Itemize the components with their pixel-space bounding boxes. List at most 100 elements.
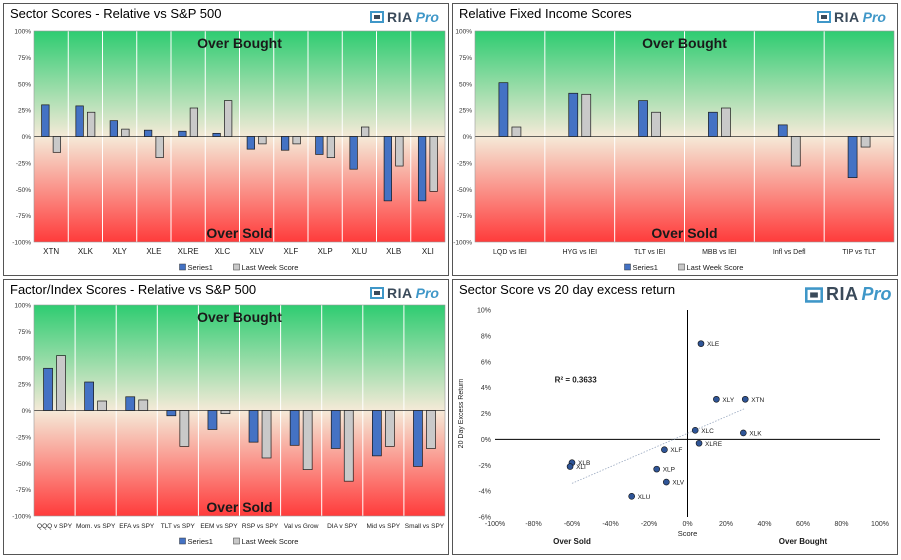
y-tick-label: 25%	[18, 108, 31, 115]
category-label: XLP	[318, 247, 333, 256]
last-week-bar	[220, 410, 231, 415]
series1-bar	[125, 396, 136, 411]
logo-pro-text: Pro	[861, 284, 892, 304]
fixed-income-panel: Relative Fixed Income Scores RIA Pro 100%…	[452, 3, 898, 276]
logo-ria-text: RIA	[826, 284, 859, 304]
last-week-bar	[138, 399, 149, 411]
series1-bar	[383, 136, 392, 202]
y-tick-label: 25%	[18, 382, 31, 389]
logo-pro-text: Pro	[415, 9, 439, 25]
series1-bar	[212, 132, 221, 137]
fixed-income-title: Relative Fixed Income Scores	[459, 6, 632, 21]
y-tick-label: 75%	[18, 329, 31, 336]
last-week-bar	[52, 136, 62, 153]
over-bought-label: Over Bought	[779, 537, 828, 546]
ria-logo-icon	[817, 11, 831, 23]
x-tick-label: -40%	[602, 521, 618, 528]
series1-bar	[372, 410, 382, 457]
y-tick-label: 0%	[22, 408, 32, 415]
series1-bar	[498, 82, 509, 137]
point-label: XLE	[707, 341, 720, 348]
plot-frame	[33, 304, 446, 517]
ria-pro-logo: RIA Pro	[370, 9, 439, 25]
sector-scores-chart: 100% 75% 50% 25% 0% -25% -50% -75% -100% Over Bou…	[12, 29, 446, 272]
over-sold-label: Over Sold	[553, 537, 591, 546]
y-tick-label: 0%	[481, 437, 491, 444]
category-label: MBB vs IEI	[702, 249, 737, 256]
category-label: TLT vs IEI	[634, 249, 665, 256]
y-tick-label: 50%	[18, 81, 31, 88]
category-label: XLY	[112, 247, 127, 256]
scatter-point	[740, 429, 747, 437]
scatter-point	[653, 465, 660, 473]
ria-logo-icon	[370, 11, 384, 23]
y-tick-label: -100%	[453, 240, 472, 247]
point-label: XLY	[722, 397, 734, 404]
series1-bar	[280, 136, 290, 151]
y-tick-label: -50%	[16, 187, 31, 194]
sector-scores-title: Sector Scores - Relative vs S&P 500	[10, 6, 222, 21]
scatter-point	[741, 395, 749, 403]
category-label: Infl vs Defl	[773, 249, 806, 256]
ria-pro-logo: RIA Pro	[370, 285, 439, 301]
last-week-bar	[326, 136, 336, 158]
y-tick-label: 4%	[481, 385, 491, 392]
oversold-label: Over Sold	[206, 499, 272, 515]
point-label: XLP	[663, 467, 675, 474]
series1-bar	[417, 136, 427, 202]
point-label: XLK	[749, 430, 762, 437]
legend-series1-label: Series1	[188, 537, 213, 546]
ria-logo-icon	[805, 286, 823, 303]
y-tick-label: -50%	[457, 187, 472, 194]
series1-bar	[75, 105, 84, 137]
y-axis-title: 20 Day Excess Return	[458, 379, 465, 449]
y-tick-label: -25%	[16, 434, 31, 441]
y-tick-label: -75%	[457, 213, 472, 220]
logo-ria-text: RIA	[387, 9, 413, 25]
y-tick-label: -100%	[12, 240, 31, 247]
overbought-label: Over Bought	[642, 35, 727, 51]
x-tick-label: 40%	[757, 521, 771, 528]
last-week-bar	[179, 410, 190, 447]
series1-bar	[708, 111, 718, 137]
last-week-bar	[395, 136, 404, 167]
category-label: XLK	[78, 247, 94, 256]
series1-bar	[207, 410, 218, 430]
ria-pro-logo: RIA Pro	[817, 9, 886, 25]
category-label: XLRE	[178, 247, 199, 256]
category-label: LQD vs IEI	[493, 249, 527, 256]
category-label: Small vs SPY	[405, 523, 445, 530]
scatter-point	[697, 340, 705, 347]
y-tick-label: -75%	[16, 213, 31, 220]
x-tick-label: -60%	[564, 521, 580, 528]
last-week-bar	[224, 100, 233, 137]
series1-bar	[248, 410, 259, 443]
legend-series1-label: Series1	[188, 263, 213, 272]
last-week-bar	[790, 136, 801, 167]
y-tick-label: -25%	[457, 160, 472, 167]
series1-bar	[43, 367, 53, 411]
last-week-bar	[385, 410, 395, 447]
last-week-bar	[581, 93, 592, 137]
x-tick-label: -100%	[485, 521, 505, 528]
y-tick-label: 8%	[481, 333, 491, 340]
last-week-bar	[87, 111, 96, 137]
point-label: XLI	[576, 464, 586, 471]
series1-bar	[41, 104, 50, 137]
y-tick-label: 10%	[477, 308, 491, 315]
y-tick-label: -2%	[479, 463, 491, 470]
r-squared-label: R² = 0.3633	[555, 375, 598, 384]
sector-scatter-title: Sector Score vs 20 day excess return	[459, 282, 676, 297]
category-label: XLU	[352, 247, 368, 256]
series1-bar	[178, 130, 187, 137]
ria-logo-icon	[370, 287, 384, 299]
scatter-point	[628, 493, 635, 500]
category-label: XLI	[422, 247, 434, 256]
y-tick-label: -100%	[12, 514, 31, 521]
plot-frame	[474, 30, 895, 243]
category-label: XLF	[284, 247, 299, 256]
category-label: EEM vs SPY	[200, 523, 238, 530]
x-tick-label: 60%	[796, 521, 810, 528]
series1-bar	[246, 136, 255, 150]
last-week-bar	[121, 128, 130, 137]
